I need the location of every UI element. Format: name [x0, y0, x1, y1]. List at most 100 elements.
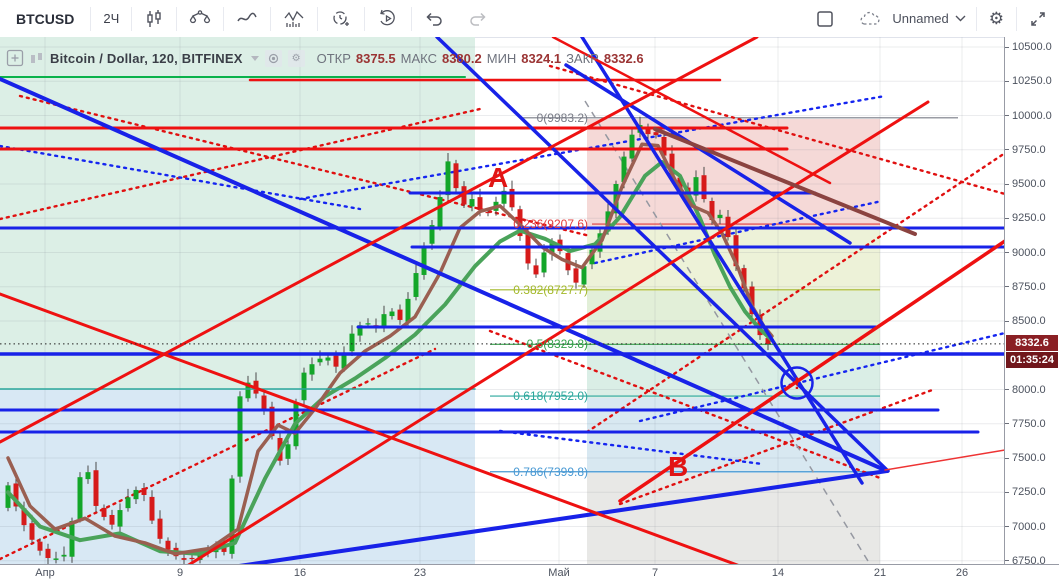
toolbar-separator [90, 6, 92, 31]
low-label: МИН [486, 50, 517, 66]
cloud-save-icon[interactable] [846, 1, 886, 37]
line-style-icon[interactable] [224, 1, 270, 37]
compare-icon[interactable] [177, 1, 223, 37]
blue-dotted-trendline[interactable] [0, 144, 362, 211]
high-value: 8380.2 [441, 50, 482, 66]
time-tick: 26 [955, 567, 969, 579]
blue-dotted-trendline[interactable] [638, 331, 1005, 423]
blue-trendline[interactable] [564, 63, 852, 245]
close-value: 8332.6 [603, 50, 644, 66]
price-tick: 10500.0 [1005, 41, 1059, 53]
annotation-letter-a[interactable]: А [488, 162, 509, 193]
red-trendline[interactable] [185, 100, 930, 565]
blue-trendline[interactable] [0, 77, 889, 473]
blue-dotted-trendline[interactable] [593, 199, 884, 265]
blue-dotted-trendline[interactable] [498, 429, 764, 466]
series-settings-gear-icon[interactable]: ⚙ [287, 49, 305, 67]
price-tick: 8000.0 [1005, 384, 1059, 396]
time-tick: Май [548, 567, 570, 579]
background-band [0, 37, 475, 389]
time-tick: Апр [35, 567, 55, 579]
open-value: 8375.5 [355, 50, 396, 66]
alert-plus-icon[interactable] [318, 1, 364, 37]
eye-icon[interactable] [264, 49, 282, 67]
undo-icon[interactable] [412, 1, 456, 37]
close-label: ЗАКР [566, 50, 599, 66]
red-dotted-trendline[interactable] [585, 151, 1005, 434]
red-trendline[interactable] [0, 292, 742, 565]
price-tick: 7250.0 [1005, 486, 1059, 498]
fib-label-0.236[interactable]: 0.236(9207.6) [513, 217, 588, 232]
toolbar-separator [411, 6, 413, 31]
gear-icon[interactable]: ⚙ [988, 8, 1004, 28]
fib-label-0.618[interactable]: 0.618(7952.0) [513, 389, 588, 404]
chart-legend: Bitcoin / Dollar, 120, BITFINEX ⚙ ОТКР 8… [6, 49, 644, 67]
chevron-down-icon[interactable] [955, 1, 976, 37]
price-tick: 9750.0 [1005, 144, 1059, 156]
select-layout-icon[interactable] [804, 1, 846, 37]
red-trendline[interactable] [551, 37, 832, 185]
red-trendline-thin[interactable] [884, 449, 1005, 471]
legend-caret-icon[interactable] [250, 55, 259, 61]
red-trendline[interactable] [0, 37, 759, 444]
toolbar-separator [1016, 6, 1017, 31]
symbol-button[interactable]: BTCUSD [16, 10, 75, 27]
fib-band [587, 119, 880, 226]
red-dotted-trendline[interactable] [18, 94, 592, 238]
red-trendline[interactable] [618, 239, 1005, 503]
legend-symbol-title[interactable]: Bitcoin / Dollar, 120, BITFINEX [50, 50, 243, 66]
price-axis[interactable]: 8332.6 01:35:24 10500.0 10250.0 10000.0 975… [1004, 37, 1059, 567]
toolbar-separator [975, 6, 977, 31]
price-tick: 10000.0 [1005, 110, 1059, 122]
time-tick: 9 [176, 567, 184, 579]
annotation-letter-b[interactable]: В [668, 451, 689, 482]
time-tick: 16 [293, 567, 307, 579]
price-tick: 7500.0 [1005, 452, 1059, 464]
layout-name-button[interactable]: Unnamed [892, 11, 949, 26]
fib-label-0.786[interactable]: 0.786(7399.8) [513, 464, 588, 479]
blue-trendline[interactable] [580, 37, 864, 485]
red-dotted-trendline[interactable] [618, 387, 937, 506]
series-type-icon [31, 52, 42, 63]
time-axis[interactable]: Апр 9 16 23 Май 7 14 21 26 [0, 564, 1059, 582]
toolbar-separator [270, 6, 272, 31]
ohlc-readout: ОТКР 8375.5 МАКС 8380.2 МИН 8324.1 ЗАКР … [317, 51, 644, 66]
price-tick: 8500.0 [1005, 315, 1059, 327]
price-tick: 7750.0 [1005, 418, 1059, 430]
toolbar-separator [131, 6, 133, 31]
red-dotted-trendline[interactable] [0, 107, 482, 221]
price-tick: 9500.0 [1005, 178, 1059, 190]
candles-icon[interactable] [132, 1, 176, 37]
circle-annotation[interactable] [780, 366, 814, 400]
fullscreen-icon[interactable] [1017, 1, 1059, 37]
interval-button[interactable]: 2Ч [103, 11, 120, 26]
replay-icon[interactable] [365, 1, 411, 37]
current-price-label: 8332.6 [1006, 334, 1058, 351]
fib-label-0.5[interactable]: 0.5(8329.8) [526, 337, 588, 352]
red-dotted-trendline[interactable] [548, 64, 1005, 196]
blue-trendline[interactable] [435, 37, 890, 473]
price-tick: 8750.0 [1005, 281, 1059, 293]
price-tick: 9250.0 [1005, 212, 1059, 224]
exclamation-mark: ! [794, 374, 800, 393]
toolbar-separator [223, 6, 225, 31]
indicators-icon[interactable] [271, 1, 317, 37]
price-chart-canvas[interactable]: ! [0, 37, 1005, 565]
open-label: ОТКР [316, 50, 351, 66]
price-tick: 6750.0 [1005, 555, 1059, 567]
price-tick: 7000.0 [1005, 521, 1059, 533]
ma-slow-line [6, 160, 774, 556]
fib-label-0.382[interactable]: 0.382(8727.7) [513, 282, 588, 297]
toolbar-separator [317, 6, 319, 31]
time-tick: 21 [873, 567, 887, 579]
fib-label-0[interactable]: 0(9983.2) [536, 110, 588, 125]
redo-icon[interactable] [456, 1, 500, 37]
time-tick: 7 [651, 567, 659, 579]
add-symbol-icon[interactable] [6, 49, 24, 67]
bar-countdown-label: 01:35:24 [1006, 351, 1058, 368]
blue-trendline[interactable] [205, 469, 889, 565]
maroon-trendline[interactable] [653, 127, 917, 236]
fib-band [587, 291, 880, 345]
low-value: 8324.1 [521, 50, 562, 66]
